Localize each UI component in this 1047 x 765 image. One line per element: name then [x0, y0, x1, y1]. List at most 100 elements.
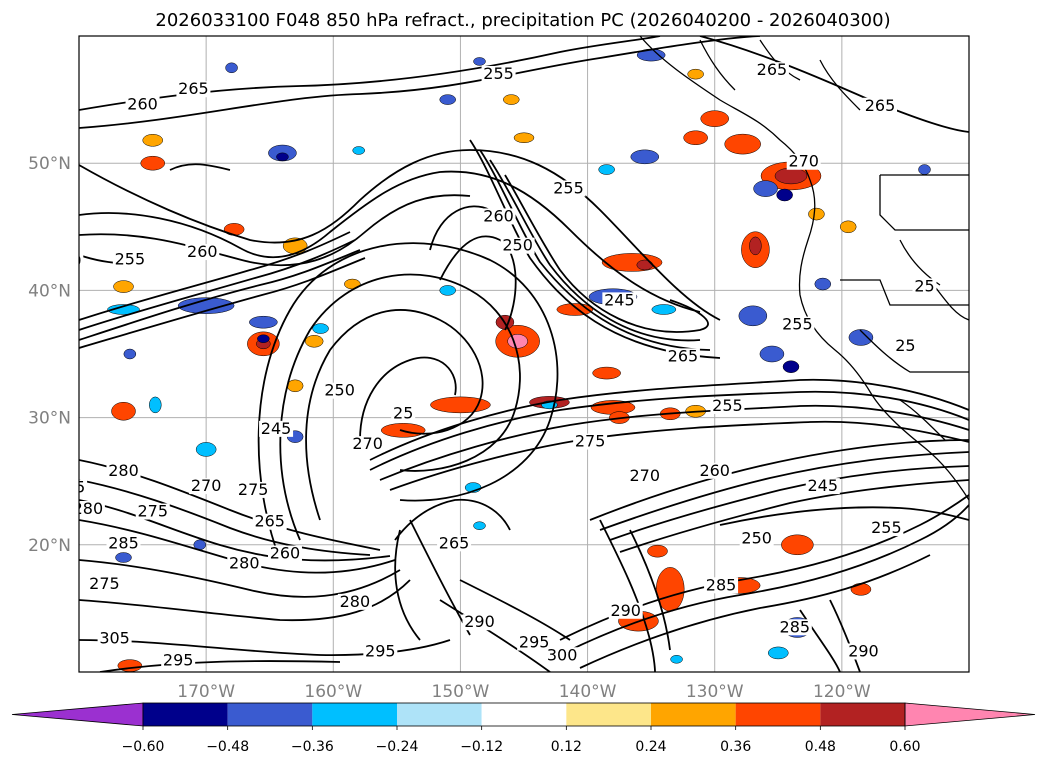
refractivity-contour [609, 465, 969, 541]
precip-increase-area [687, 68, 704, 80]
precip-decrease-area [473, 521, 486, 530]
contour-label-background [236, 481, 271, 498]
contour-label-background [573, 433, 608, 450]
contour-label: 280 [108, 461, 139, 480]
contour-label-background [665, 348, 700, 365]
colorbar-frame [142, 702, 906, 727]
colorbar-segment [651, 703, 736, 726]
precip-decrease-area [782, 360, 800, 373]
contour-label: 255 [115, 250, 146, 269]
colorbar-tick-label: −0.36 [291, 739, 334, 755]
lat-tick-label: 50°N [28, 154, 71, 174]
contour-label: 245 [261, 419, 292, 438]
refractivity-contour [79, 559, 401, 598]
precip-decrease-area [312, 323, 329, 334]
coastline [879, 175, 969, 231]
precip-decrease-area [257, 334, 270, 343]
refractivity-contour [394, 529, 421, 641]
contour-label-background [106, 462, 141, 479]
contour-label: 270 [788, 152, 819, 171]
contour-label: 305 [99, 629, 130, 648]
refractivity-contour [579, 554, 931, 669]
coastline [699, 39, 736, 91]
contour-label-background [846, 643, 881, 660]
precip-increase-area [140, 155, 165, 171]
contour-label-background [786, 153, 821, 170]
precip-decrease-area [439, 94, 456, 105]
contour-label: 275 [55, 477, 86, 496]
contour-label: 250 [324, 381, 355, 400]
refractivity-contour [369, 378, 969, 461]
precip-increase-area [850, 583, 872, 596]
contour-label: 25 [914, 276, 934, 295]
precip-increase-area [700, 110, 729, 127]
colorbar-tick-label: 0.36 [720, 739, 751, 755]
contour-label: 280 [229, 554, 260, 573]
contour-label-background [608, 602, 643, 619]
refractivity-contour [79, 257, 366, 349]
contour-label-background [517, 634, 552, 651]
coastline [639, 36, 969, 501]
precip-increase-area [430, 396, 491, 414]
contour-label-background [869, 520, 904, 537]
refractivity-contour [439, 235, 517, 331]
contour-label-background [189, 478, 224, 495]
precip-decrease-area [848, 329, 874, 346]
contour-label: 290 [464, 612, 495, 631]
lon-tick-label: 160°W [304, 682, 362, 702]
precip-increase-area [286, 379, 304, 393]
lon-tick-label: 120°W [813, 682, 871, 702]
contour-label: 245 [604, 290, 635, 309]
refractivity-contour [599, 451, 969, 531]
colorbar-segment [143, 703, 228, 726]
contour-label-background [227, 555, 262, 572]
contour-label: 260 [699, 461, 730, 480]
contour-label-background [112, 251, 147, 268]
lat-tick-label: 30°N [28, 409, 71, 429]
contour-label-background [161, 652, 196, 669]
contour-label: 255 [782, 315, 813, 334]
lon-tick-label: 170°W [177, 682, 235, 702]
map-frame [78, 35, 970, 673]
contour-label: 260 [270, 544, 301, 563]
contour-label: 265 [757, 60, 788, 79]
precip-decrease-area [473, 57, 486, 66]
contour-label-background [602, 292, 637, 309]
precip-decrease-area [918, 164, 931, 175]
refractivity-contour [169, 163, 231, 171]
colorbar-segment [481, 703, 567, 726]
coastline-layer [639, 36, 969, 501]
precip-increase-area [781, 534, 814, 556]
lon-tick-label: 140°W [559, 682, 617, 702]
contour-label: 275 [238, 480, 269, 499]
contour-label: 250 [502, 236, 533, 255]
coastline [840, 279, 969, 306]
contour-label-background [754, 62, 789, 79]
precip-decrease-area [352, 146, 365, 155]
colorbar-tick-labels: −0.60 −0.48 −0.36 −0.24 −0.12 0.12 0.24 0.36 0.4… [122, 726, 921, 755]
refractivity-contour [719, 506, 969, 526]
contour-label: 270 [630, 466, 661, 485]
contour-label: 255 [712, 396, 743, 415]
contour-label: 245 [808, 476, 839, 495]
colorbar-segment [566, 703, 651, 726]
colorbar-tick-label: 0.12 [551, 739, 582, 755]
lon-tick-label: 130°W [686, 682, 744, 702]
refractivity-contour [79, 499, 391, 562]
contour-label-background [780, 316, 815, 333]
contour-label: 270 [191, 476, 222, 495]
contour-label: 255 [483, 64, 514, 83]
precip-increase-area [304, 335, 324, 348]
refractivity-contour [79, 639, 451, 657]
contour-label-background [863, 97, 897, 114]
refractivity-contour [79, 479, 371, 556]
map-panel[interactable]: 255 265 260 265 265 255 260 250 270 250 255 260 245 2… [11, 35, 970, 673]
contour-label: 285 [706, 575, 737, 594]
precip-increase-area [808, 207, 825, 221]
contour-label: 275 [137, 502, 168, 521]
contour-label-background [437, 535, 472, 552]
colorbar-segment [227, 703, 313, 726]
contour-label-background [106, 535, 141, 552]
precip-decrease-area [123, 348, 137, 360]
contour-label-background [704, 577, 739, 594]
